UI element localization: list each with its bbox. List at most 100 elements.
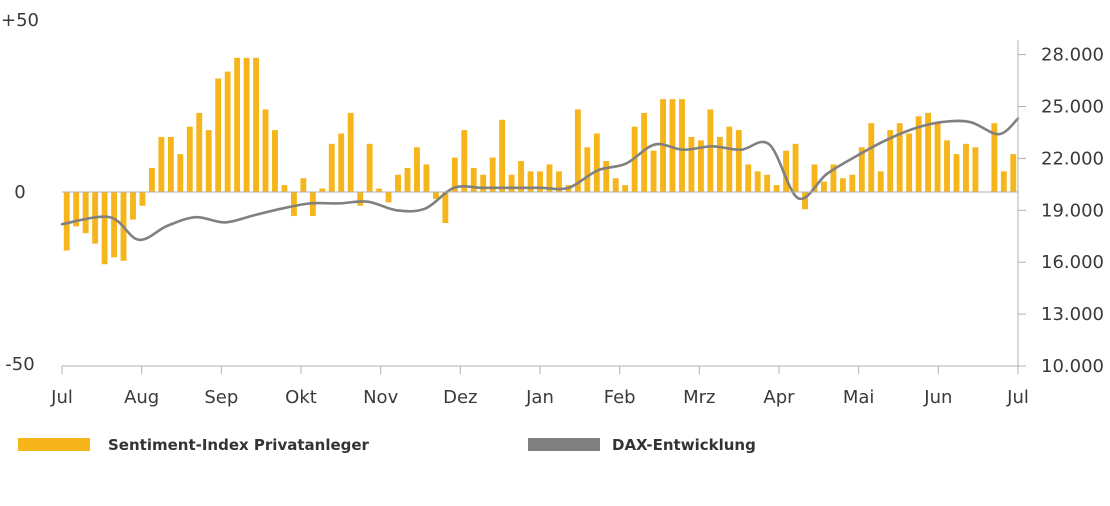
sentiment-bar (650, 150, 657, 192)
sentiment-bar (991, 123, 998, 192)
sentiment-bar (849, 174, 856, 192)
right-axis-label: 10.000 (1041, 356, 1104, 377)
sentiment-bar (442, 192, 449, 223)
sentiment-bar (925, 112, 932, 192)
sentiment-bar (963, 143, 969, 192)
sentiment-bar (243, 57, 250, 193)
sentiment-bar (953, 154, 960, 192)
sentiment-bar (290, 192, 297, 217)
sentiment-bar (546, 164, 553, 192)
sentiment-bar (338, 133, 345, 192)
sentiment-bar (1000, 171, 1007, 192)
sentiment-bar (480, 174, 487, 192)
sentiment-bar (73, 192, 80, 227)
sentiment-bar (707, 109, 714, 192)
sentiment-bar (726, 126, 733, 192)
sentiment-bar (688, 136, 695, 192)
sentiment-bar (574, 109, 581, 192)
x-tick-label: Dez (443, 387, 477, 408)
sentiment-bar (839, 178, 846, 192)
sentiment-bar (347, 112, 354, 192)
sentiment-bar (148, 167, 155, 192)
x-tick-label: Aug (124, 387, 159, 408)
sentiment-bar (915, 116, 922, 192)
sentiment-bar (319, 188, 326, 192)
legend-label-dax: DAX-Entwicklung (612, 436, 756, 454)
sentiment-bar (385, 192, 392, 203)
sentiment-bar (205, 130, 212, 192)
sentiment-bar (167, 136, 174, 192)
sentiment-bar (773, 185, 780, 192)
sentiment-bar (234, 57, 241, 193)
axes-layer: Jul Aug Sep Okt Nov Dez Jan Feb Mrz Apr Mai Jun Jul +… (1, 10, 1104, 408)
x-tick-label: Jan (525, 387, 554, 408)
sentiment-bar (300, 178, 307, 192)
sentiment-bar (518, 161, 525, 192)
sentiment-bar (414, 147, 420, 192)
sentiment-bar (944, 140, 950, 192)
left-axis-label: +50 (1, 10, 39, 31)
left-axis-label: 0 (14, 182, 25, 203)
right-axis-label: 13.000 (1041, 304, 1104, 325)
sentiment-bar (556, 171, 562, 192)
sentiment-bar (432, 192, 439, 199)
right-axis-label: 25.000 (1041, 97, 1104, 118)
sentiment-bar (196, 112, 203, 192)
sentiment-bar (158, 136, 165, 192)
sentiment-bar (508, 174, 515, 192)
left-axis-label: -50 (5, 354, 34, 375)
right-axis-label: 19.000 (1041, 200, 1104, 221)
line-layer (60, 117, 1020, 242)
x-tick-label: Okt (285, 387, 317, 408)
sentiment-bar (63, 192, 70, 251)
sentiment-bar (111, 192, 117, 258)
right-axis-label: 22.000 (1041, 148, 1104, 169)
sentiment-bar (754, 171, 761, 192)
sentiment-bar (641, 112, 648, 192)
sentiment-bar (177, 154, 184, 192)
sentiment-bar (376, 188, 383, 192)
sentiment-bar (896, 123, 903, 192)
sentiment-bar (858, 147, 865, 192)
sentiment-bar (593, 133, 600, 192)
sentiment-bar (972, 147, 979, 192)
x-tick-label: Jul (1006, 387, 1029, 408)
sentiment-bar (811, 164, 818, 192)
sentiment-bar (830, 164, 837, 192)
sentiment-bar (868, 123, 875, 192)
sentiment-bar (783, 150, 790, 192)
sentiment-bar (224, 71, 231, 192)
sentiment-bar (470, 167, 477, 192)
sentiment-bar (802, 192, 808, 210)
x-tick-label: Feb (604, 387, 636, 408)
x-tick-label: Nov (363, 387, 398, 408)
sentiment-bar (527, 171, 534, 192)
sentiment-bar (366, 143, 373, 192)
sentiment-bar (423, 164, 430, 192)
x-tick-label: Mai (843, 387, 875, 408)
sentiment-bar (404, 167, 411, 192)
sentiment-bar (272, 130, 278, 192)
sentiment-bar (792, 143, 799, 192)
sentiment-bar (887, 130, 894, 192)
sentiment-bar (764, 174, 771, 192)
sentiment-bar (281, 185, 288, 192)
x-tick-label: Jul (50, 387, 73, 408)
sentiment-bar (735, 130, 742, 192)
x-tick-label: Jun (923, 387, 952, 408)
sentiment-bar (716, 136, 723, 192)
sentiment-bar (186, 126, 193, 192)
sentiment-bar (357, 192, 364, 206)
sentiment-bar (130, 192, 136, 220)
legend-swatch-sentiment (18, 438, 90, 451)
sentiment-bar (697, 140, 704, 192)
sentiment-bar (537, 171, 543, 192)
sentiment-bar (215, 78, 222, 192)
sentiment-bar (451, 157, 458, 192)
sentiment-bar (612, 178, 619, 192)
sentiment-bar (821, 181, 827, 192)
sentiment-bar (1010, 154, 1017, 192)
x-tick-label: Apr (763, 387, 795, 408)
